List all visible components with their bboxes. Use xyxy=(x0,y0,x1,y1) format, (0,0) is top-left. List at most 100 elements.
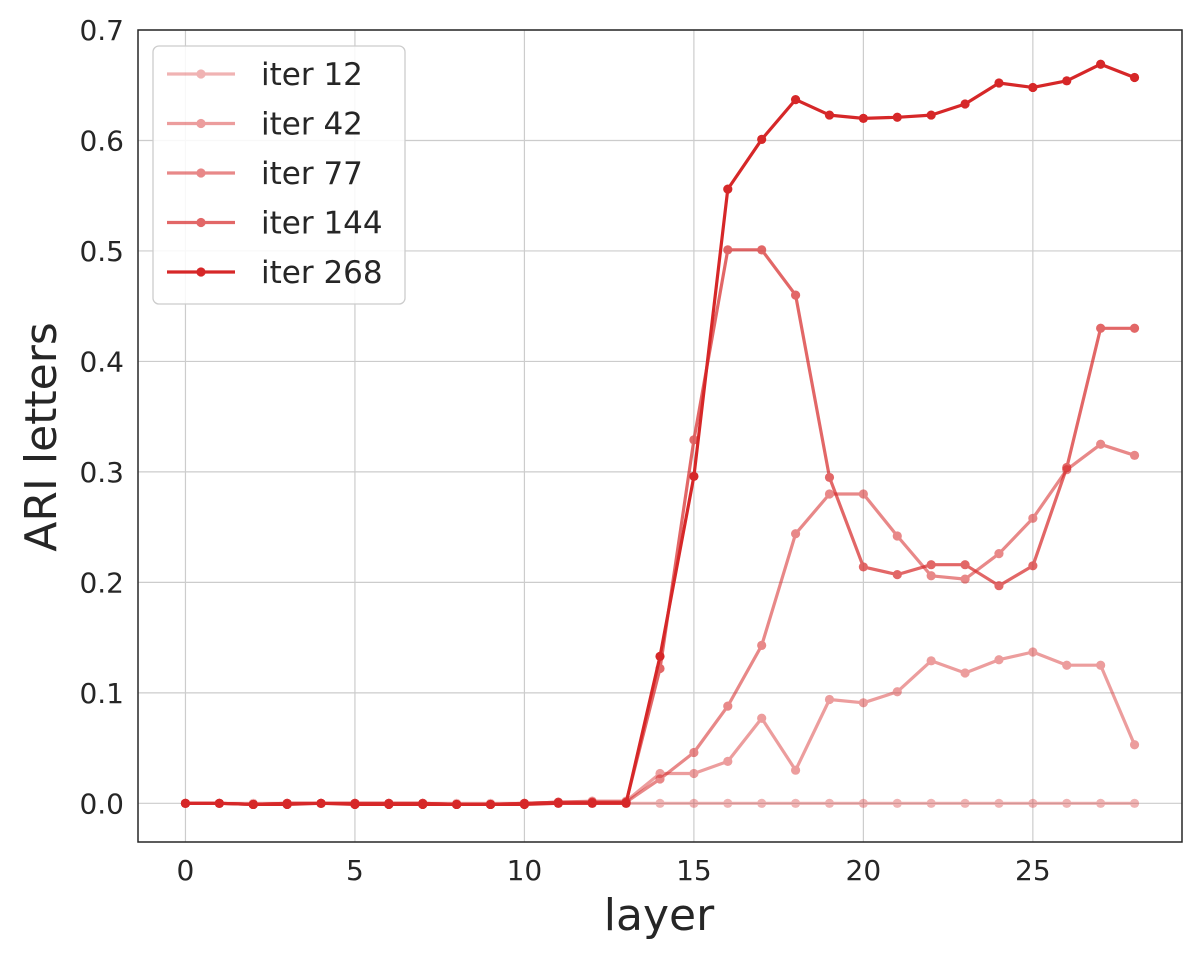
y-tick-label: 0.5 xyxy=(79,235,124,268)
data-point xyxy=(994,78,1004,88)
data-point xyxy=(214,798,224,808)
y-tick-label: 0.4 xyxy=(79,345,124,378)
legend: iter 12 iter 42 iter 77 iter 144 iter 268 xyxy=(152,45,406,305)
data-point xyxy=(960,574,970,584)
data-point xyxy=(1129,72,1140,83)
data-point xyxy=(655,774,665,784)
data-point xyxy=(689,798,699,808)
data-point xyxy=(384,799,394,810)
data-point xyxy=(452,799,462,810)
legend-label: iter 77 xyxy=(261,156,363,192)
data-point xyxy=(960,560,970,570)
data-point xyxy=(1062,462,1072,473)
data-point xyxy=(994,655,1004,665)
data-point xyxy=(824,110,835,120)
data-point xyxy=(757,798,767,808)
x-axis-ticks: 0 5 10 15 20 25 xyxy=(177,854,1051,887)
data-point xyxy=(1062,76,1072,86)
data-point xyxy=(926,656,936,666)
data-point xyxy=(790,529,801,539)
y-axis-ticks: 0.0 0.1 0.2 0.3 0.4 0.5 0.6 0.7 xyxy=(79,14,124,820)
y-tick-label: 0.1 xyxy=(79,677,124,710)
data-point xyxy=(994,581,1004,591)
data-point xyxy=(960,99,970,109)
series-4 xyxy=(180,59,1140,810)
x-tick-label: 20 xyxy=(846,854,882,887)
data-point xyxy=(350,799,360,810)
data-point xyxy=(960,798,970,808)
data-point xyxy=(824,472,835,483)
data-point xyxy=(1096,660,1106,670)
x-tick-label: 15 xyxy=(676,854,712,887)
data-point xyxy=(1129,740,1140,750)
legend-entry-3 xyxy=(167,217,235,228)
data-point xyxy=(926,560,936,570)
data-point xyxy=(723,798,733,808)
data-point xyxy=(723,245,733,255)
legend-entry-2 xyxy=(167,168,235,178)
data-point xyxy=(892,570,902,580)
legend-marker xyxy=(196,217,206,228)
data-point xyxy=(1028,647,1038,657)
data-point xyxy=(553,798,563,808)
legend-marker xyxy=(196,267,206,277)
data-point xyxy=(1028,561,1038,571)
series-layer xyxy=(180,59,1140,810)
data-point xyxy=(723,756,733,766)
data-point xyxy=(418,799,428,810)
data-point xyxy=(1129,450,1140,460)
data-point xyxy=(1129,323,1140,333)
data-point xyxy=(282,799,292,810)
y-tick-label: 0.6 xyxy=(79,124,124,157)
data-point xyxy=(485,799,496,810)
data-point xyxy=(1096,323,1106,333)
data-point xyxy=(824,694,835,705)
data-point xyxy=(994,798,1004,808)
data-point xyxy=(1096,798,1106,808)
data-point xyxy=(757,640,767,650)
data-point xyxy=(757,713,767,723)
data-point xyxy=(689,471,699,481)
data-point xyxy=(723,184,733,194)
data-point xyxy=(926,798,936,808)
legend-label: iter 144 xyxy=(261,206,383,242)
data-point xyxy=(655,798,665,808)
data-point xyxy=(824,489,835,499)
data-point xyxy=(926,110,936,120)
x-tick-label: 10 xyxy=(507,854,543,887)
data-point xyxy=(655,651,665,662)
data-point xyxy=(1062,798,1072,808)
data-point xyxy=(858,489,868,499)
legend-marker xyxy=(196,168,206,178)
legend-label: iter 42 xyxy=(261,107,363,143)
data-point xyxy=(621,798,631,808)
data-point xyxy=(790,95,801,105)
data-point xyxy=(994,549,1004,559)
data-point xyxy=(180,798,191,808)
data-point xyxy=(858,113,868,123)
legend-marker xyxy=(196,69,206,79)
data-point xyxy=(892,531,902,541)
data-point xyxy=(1062,660,1072,670)
data-point xyxy=(892,687,902,697)
data-point xyxy=(858,562,868,572)
y-tick-label: 0.7 xyxy=(79,14,124,47)
data-point xyxy=(926,571,936,581)
data-point xyxy=(689,435,699,445)
data-point xyxy=(689,747,699,758)
legend-label: iter 268 xyxy=(261,255,383,291)
legend-entry-1 xyxy=(167,118,235,129)
x-tick-label: 5 xyxy=(346,854,364,887)
data-point xyxy=(1028,513,1038,523)
data-point xyxy=(892,112,902,122)
data-point xyxy=(790,290,801,300)
data-point xyxy=(757,134,767,144)
data-point xyxy=(689,768,699,779)
data-point xyxy=(1028,82,1038,93)
data-point xyxy=(1129,798,1140,808)
legend-entry-4 xyxy=(167,267,235,277)
data-point xyxy=(1096,59,1106,69)
data-point xyxy=(1028,798,1038,808)
y-axis-label: ARI letters xyxy=(16,322,67,552)
